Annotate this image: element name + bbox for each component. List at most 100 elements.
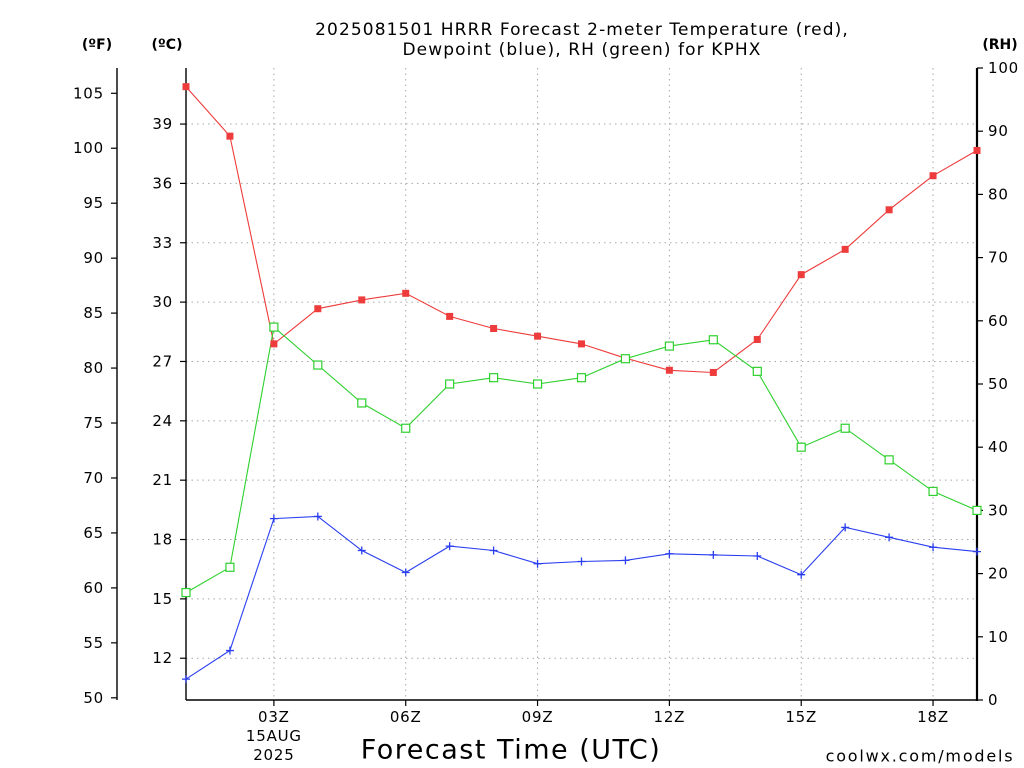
celsius-tick-label: 12 [152,649,173,667]
rh-point [445,379,455,389]
chart-title-line-1: 2025081501 HRRR Forecast 2-meter Tempera… [315,20,849,40]
dewpoint-point [445,542,454,551]
dewpoint-point [753,552,762,561]
tick-labels: 5055606570758085909510010512151821242730… [73,59,1019,764]
temperature-point [182,83,190,91]
x-tick-label: 12Z [654,708,686,726]
x-tick-label: 09Z [522,708,554,726]
fahrenheit-tick-label: 95 [83,194,104,212]
fahrenheit-tick-label: 90 [83,249,104,267]
celsius-tick-label: 30 [152,293,173,311]
temperature-point [841,245,849,253]
fahrenheit-tick-label: 55 [83,634,104,652]
rh-point [972,505,982,515]
rh-point [664,341,674,351]
rh-point [313,360,323,370]
rh-tick-label: 80 [988,185,1009,203]
fahrenheit-axis-label: (ºF) [82,37,112,53]
celsius-tick-label: 18 [152,531,173,549]
rh-tick-label: 40 [988,438,1009,456]
dewpoint-point [269,514,278,523]
rh-point [840,423,850,433]
fahrenheit-tick-label: 85 [83,304,104,322]
temperature-point [797,271,805,279]
fahrenheit-tick-label: 50 [83,689,104,707]
rh-tick-label: 90 [988,122,1009,140]
temperature-point [885,206,893,214]
rh-point [357,398,367,408]
rh-point [532,379,543,389]
rh-point [576,373,587,383]
temperature-point [358,296,366,304]
dewpoint-point [709,550,718,559]
rh-point [269,322,279,332]
temperature-point [534,332,542,340]
dewpoint-point [665,549,674,558]
rh-tick-label: 70 [988,249,1009,267]
dewpoint-point [577,557,586,566]
rh-tick-label: 30 [988,501,1009,519]
rh-point [225,562,235,572]
dewpoint-point [797,570,806,579]
rh-axis-label: (RH) [982,37,1017,53]
temperature-point [973,146,981,154]
temperature-point [314,305,322,313]
rh-point [489,373,499,383]
fahrenheit-tick-label: 100 [73,139,104,157]
celsius-tick-label: 24 [152,412,173,430]
rh-tick-label: 100 [988,59,1019,77]
temperature-point [402,289,410,297]
fahrenheit-tick-label: 70 [83,469,104,487]
rh-tick-label: 0 [988,691,998,709]
dewpoint-point [357,546,366,555]
axis-ticks [111,67,983,706]
temperature-point [578,340,585,348]
x-date-label: 2025 [253,746,294,764]
rh-tick-label: 50 [988,375,1009,393]
fahrenheit-tick-label: 105 [73,84,104,102]
dewpoint-point [533,559,542,568]
temperature-point [709,368,717,376]
fahrenheit-tick-label: 80 [83,359,104,377]
celsius-tick-label: 36 [152,174,173,192]
temperature-point [446,312,454,320]
x-tick-label: 03Z [258,708,290,726]
rh-point [752,366,762,376]
temperature-point [753,335,761,343]
temperature-point [490,324,498,332]
fahrenheit-tick-label: 60 [83,579,104,597]
dewpoint-point [841,523,850,532]
rh-point [796,442,806,452]
dewpoint-point [313,512,322,521]
dewpoint-point [973,547,981,556]
dewpoint-point [621,556,630,565]
celsius-tick-label: 39 [152,115,173,133]
fahrenheit-tick-label: 65 [83,524,104,542]
rh-tick-label: 60 [988,312,1009,330]
x-tick-label: 15Z [785,708,817,726]
dewpoint-point [929,543,938,552]
dewpoint-point [225,646,234,655]
dewpoint-point [885,533,894,542]
rh-tick-label: 10 [988,628,1009,646]
dewpoint-point [489,546,498,555]
rh-point [181,587,191,598]
rh-point [620,354,631,364]
credit-text: coolwx.com/models [826,747,1015,766]
rh-point [884,455,894,465]
chart-title-line-2: Dewpoint (blue), RH (green) for KPHX [402,40,761,60]
dewpoint-point [401,568,410,577]
x-date-label: 15AUG [246,727,302,745]
temperature-point [929,172,937,180]
x-tick-label: 18Z [917,708,949,726]
rh-tick-label: 20 [988,565,1009,583]
dewpoint-point [182,675,190,684]
rh-point [928,486,938,497]
celsius-tick-label: 21 [152,471,173,489]
temperature-point [226,132,234,140]
temperature-point [665,366,673,374]
x-tick-label: 06Z [390,708,422,726]
rh-point [708,335,718,345]
